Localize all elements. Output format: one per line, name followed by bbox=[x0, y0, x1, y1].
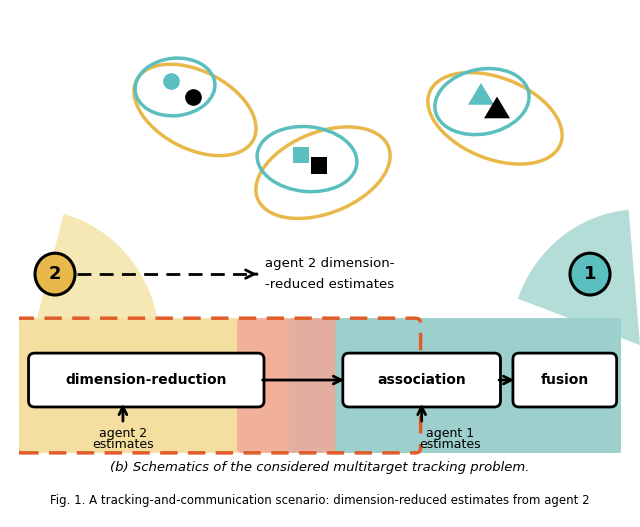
Circle shape bbox=[570, 253, 610, 295]
Text: estimates: estimates bbox=[419, 438, 481, 452]
FancyBboxPatch shape bbox=[513, 353, 617, 407]
Text: 2: 2 bbox=[49, 265, 61, 283]
Text: -reduced estimates: -reduced estimates bbox=[265, 278, 394, 291]
Wedge shape bbox=[30, 214, 158, 345]
Bar bbox=[311, 157, 327, 174]
Text: (a) Agent 2 transmits dimension-reduced estimates to agent 1.: (a) Agent 2 transmits dimension-reduced … bbox=[110, 324, 530, 337]
Text: agent 1: agent 1 bbox=[426, 427, 474, 441]
FancyBboxPatch shape bbox=[343, 353, 500, 407]
Wedge shape bbox=[518, 210, 640, 345]
Text: fusion: fusion bbox=[541, 373, 589, 387]
FancyBboxPatch shape bbox=[16, 318, 307, 453]
Text: association: association bbox=[377, 373, 466, 387]
Polygon shape bbox=[468, 83, 494, 105]
Text: agent 2: agent 2 bbox=[99, 427, 147, 441]
Bar bbox=[293, 147, 309, 163]
Text: Fig. 1. A tracking-and-communication scenario: dimension-reduced estimates from : Fig. 1. A tracking-and-communication sce… bbox=[50, 494, 590, 508]
Text: dimension-reduction: dimension-reduction bbox=[65, 373, 227, 387]
Text: (b) Schematics of the considered multitarget tracking problem.: (b) Schematics of the considered multita… bbox=[110, 461, 530, 474]
Text: estimates: estimates bbox=[92, 438, 154, 452]
FancyBboxPatch shape bbox=[289, 318, 623, 453]
Text: 1: 1 bbox=[584, 265, 596, 283]
Text: agent 2 dimension-: agent 2 dimension- bbox=[265, 257, 394, 270]
FancyBboxPatch shape bbox=[29, 353, 264, 407]
FancyBboxPatch shape bbox=[335, 318, 623, 453]
Circle shape bbox=[35, 253, 75, 295]
FancyBboxPatch shape bbox=[237, 318, 408, 453]
Polygon shape bbox=[484, 96, 510, 119]
